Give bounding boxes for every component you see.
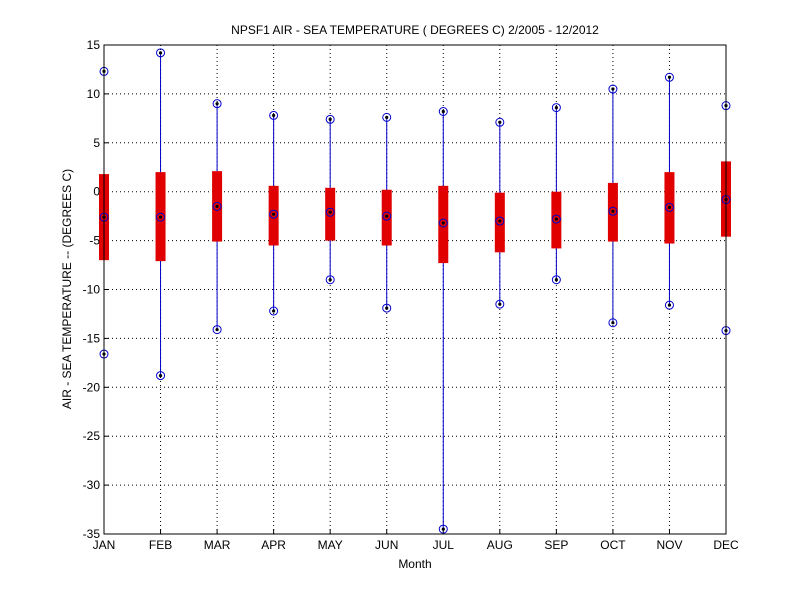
max-dot	[611, 87, 615, 91]
median-marker	[495, 216, 505, 226]
max-dot	[328, 117, 332, 121]
axes-box	[103, 44, 727, 535]
min-marker	[325, 275, 335, 285]
max-dot	[385, 115, 389, 119]
x-tick-label: MAR	[204, 538, 231, 552]
x-tick-label: SEP	[544, 538, 568, 552]
median-marker	[664, 202, 674, 212]
min-marker	[382, 303, 392, 313]
median-dot	[328, 210, 332, 214]
y-tick-label: -20	[83, 380, 101, 394]
y-tick-label: -15	[83, 331, 101, 345]
max-marker	[438, 107, 448, 117]
y-tick-label: 10	[87, 87, 101, 101]
median-dot	[385, 214, 389, 218]
min-marker	[156, 371, 166, 381]
y-tick-label: -35	[83, 527, 101, 541]
median-marker	[212, 201, 222, 211]
min-marker	[551, 275, 561, 285]
median-marker	[438, 218, 448, 228]
x-tick-label: MAY	[318, 538, 343, 552]
min-dot	[385, 306, 389, 310]
median-marker	[156, 212, 166, 222]
median-dot	[158, 215, 163, 219]
min-dot	[158, 373, 163, 378]
x-tick-label: JUN	[375, 538, 398, 552]
median-dot	[441, 221, 445, 225]
y-axis-label: AIR - SEA TEMPERATURE -- (DEGREES C)	[60, 169, 74, 409]
max-marker	[156, 48, 166, 58]
y-tick-label: 15	[87, 38, 101, 52]
min-dot	[667, 303, 672, 307]
median-dot	[498, 219, 502, 223]
max-marker	[664, 72, 674, 82]
min-marker	[269, 306, 279, 316]
max-marker	[382, 112, 392, 122]
max-marker	[212, 99, 222, 109]
max-dot	[215, 102, 219, 106]
max-marker	[551, 103, 561, 113]
max-marker	[495, 117, 505, 127]
median-dot	[611, 209, 615, 213]
min-dot	[554, 278, 558, 282]
y-tick-label: -10	[83, 283, 101, 297]
x-tick-label: DEC	[713, 538, 739, 552]
median-marker	[551, 214, 561, 224]
min-dot	[611, 321, 615, 325]
grid	[103, 44, 727, 535]
x-tick-label: OCT	[600, 538, 626, 552]
x-tick-label: APR	[261, 538, 286, 552]
median-dot	[272, 212, 276, 216]
min-marker	[495, 299, 505, 309]
min-dot	[441, 527, 445, 531]
median-dot	[667, 205, 672, 209]
min-marker	[438, 524, 448, 534]
y-tick-label: -5	[89, 234, 100, 248]
median-marker	[269, 209, 279, 219]
median-marker	[325, 207, 335, 217]
x-tick-label: NOV	[656, 538, 682, 552]
max-marker	[325, 114, 335, 124]
median-marker	[382, 211, 392, 221]
x-axis-label: Month	[398, 557, 431, 571]
max-dot	[441, 109, 445, 114]
min-marker	[608, 318, 618, 328]
max-marker	[608, 84, 618, 94]
max-dot	[498, 120, 502, 124]
x-tick-label: AUG	[487, 538, 513, 552]
y-tick-label: -25	[83, 429, 101, 443]
x-tick-label: JUL	[433, 538, 455, 552]
min-dot	[272, 309, 276, 313]
max-dot	[554, 105, 558, 110]
median-marker	[608, 206, 618, 216]
max-dot	[272, 113, 276, 118]
y-tick-label: 5	[93, 136, 100, 150]
median-dot	[215, 204, 219, 208]
median-dot	[554, 217, 558, 221]
min-dot	[498, 302, 502, 306]
x-tick-label: FEB	[149, 538, 172, 552]
min-marker	[212, 325, 222, 335]
min-dot	[328, 278, 332, 282]
max-marker	[269, 110, 279, 120]
y-tick-label: 0	[93, 185, 100, 199]
min-dot	[215, 327, 219, 332]
data-marks	[99, 48, 731, 534]
y-tick-label: -30	[83, 478, 101, 492]
chart-title: NPSF1 AIR - SEA TEMPERATURE ( DEGREES C)…	[231, 23, 599, 37]
x-tick-label: JAN	[93, 538, 116, 552]
min-marker	[664, 300, 674, 310]
max-dot	[667, 75, 672, 79]
max-dot	[158, 51, 163, 55]
box-may	[325, 187, 336, 241]
